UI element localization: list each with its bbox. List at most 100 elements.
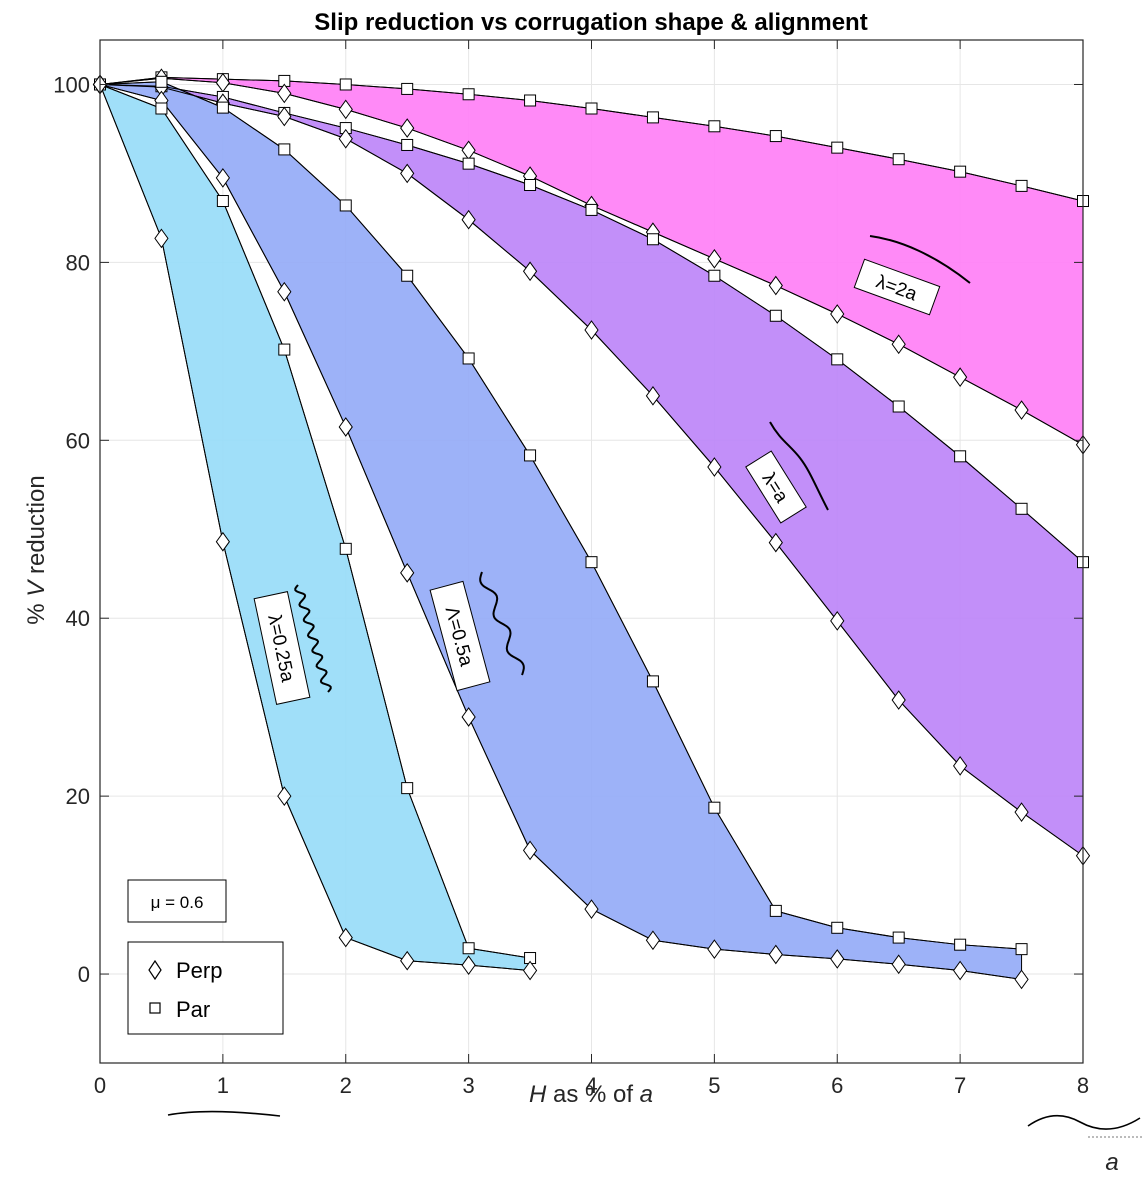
- perp-marker: [645, 930, 661, 951]
- perp-line-3: [99, 84, 531, 971]
- perp-marker: [522, 960, 538, 981]
- wave-icon-0-5a: [479, 571, 525, 676]
- chart-title: Slip reduction vs corrugation shape & al…: [314, 9, 867, 36]
- perp-marker: [830, 611, 845, 631]
- perp-marker: [400, 562, 415, 583]
- perp-marker: [277, 106, 292, 127]
- par-marker: [155, 102, 168, 115]
- x-tick-label: 0: [94, 1073, 106, 1098]
- x-axis-label-symbol: H: [529, 1081, 547, 1108]
- par-marker: [339, 199, 352, 212]
- y-axis-label-symbol: V: [23, 579, 50, 597]
- label-a: λ=a: [745, 421, 829, 524]
- par-marker: [524, 178, 537, 191]
- par-marker: [462, 157, 475, 170]
- perp-marker: [707, 248, 722, 269]
- par-marker: [646, 111, 659, 124]
- par-marker: [646, 233, 659, 246]
- legend-box: [127, 941, 284, 1035]
- corner-symbol: a: [1105, 1149, 1118, 1176]
- wave-icon-2a: [869, 235, 971, 284]
- par-marker: [831, 353, 844, 366]
- par-marker: [585, 203, 598, 216]
- perp-marker: [1014, 969, 1029, 990]
- x-tick-label: 1: [217, 1073, 229, 1098]
- x-axis-label: H as % of a: [529, 1081, 653, 1108]
- y-axis-label-prefix: %: [23, 597, 50, 625]
- label-box-0-25a: [253, 591, 311, 705]
- mu-text: μ = 0.6: [151, 893, 204, 912]
- perp-marker: [768, 532, 783, 553]
- x-tick-label: 8: [1077, 1073, 1089, 1098]
- perp-marker: [891, 334, 906, 355]
- perp-marker: [338, 417, 353, 437]
- par-marker: [339, 78, 352, 91]
- perp-marker: [338, 99, 353, 120]
- par-marker: [278, 143, 291, 156]
- par-marker: [1015, 502, 1028, 515]
- legend-square-icon: [149, 1002, 161, 1014]
- x-tick-label: 4: [585, 1073, 597, 1098]
- perp-marker: [768, 275, 783, 296]
- perp-marker: [953, 960, 968, 981]
- par-marker: [831, 921, 844, 934]
- y-tick-label: 80: [66, 250, 90, 275]
- par-marker: [646, 675, 659, 688]
- perp-marker: [400, 163, 415, 184]
- perp-marker: [522, 261, 538, 282]
- perp-marker: [768, 944, 783, 965]
- y-axis-label-text: reduction: [23, 475, 50, 580]
- perp-marker: [461, 707, 476, 727]
- y-axis-label: % V reduction: [23, 475, 50, 624]
- x-axis-label-unit: a: [640, 1081, 653, 1108]
- perp-marker: [400, 950, 415, 971]
- flat-wave-doodle: [167, 1110, 281, 1117]
- wave-icon-0-25a: [294, 584, 332, 693]
- par-marker: [401, 138, 414, 151]
- x-tick-label: 6: [831, 1073, 843, 1098]
- perp-marker: [1014, 802, 1029, 822]
- perp-marker: [645, 385, 661, 406]
- perp-marker: [707, 939, 722, 959]
- x-tick-label: 2: [340, 1073, 352, 1098]
- perp-marker: [277, 281, 292, 302]
- markers: [92, 68, 1091, 990]
- par-marker: [462, 88, 475, 101]
- par-line-2: [99, 81, 1022, 950]
- wave-icon-a: [769, 421, 829, 511]
- par-marker: [401, 782, 414, 795]
- perp-marker: [522, 840, 538, 861]
- label-box-2a: [853, 258, 941, 316]
- perp-marker: [891, 954, 906, 975]
- label-0-25a: λ=0.25a: [253, 584, 332, 705]
- par-marker: [1015, 943, 1028, 956]
- par-marker: [585, 102, 598, 115]
- par-marker: [892, 400, 905, 413]
- legend: Perp Par: [127, 941, 284, 1035]
- perp-marker: [277, 786, 292, 806]
- perp-marker: [400, 118, 415, 138]
- perp-marker: [338, 927, 353, 948]
- par-marker: [216, 101, 229, 114]
- y-tick-label: 20: [66, 784, 90, 809]
- wave-doodle: [1027, 1114, 1141, 1130]
- par-marker: [1015, 179, 1028, 192]
- par-marker: [708, 120, 721, 133]
- par-marker: [769, 130, 782, 143]
- par-marker: [278, 343, 291, 356]
- perp-marker: [154, 228, 169, 249]
- perp-marker: [830, 304, 845, 324]
- par-marker: [769, 904, 782, 917]
- y-tick-label: 0: [78, 962, 90, 987]
- perp-marker: [1014, 400, 1029, 420]
- x-tick-label: 3: [463, 1073, 475, 1098]
- x-tick-label: 5: [708, 1073, 720, 1098]
- par-marker: [216, 195, 229, 208]
- par-marker: [954, 450, 967, 463]
- y-tick-label: 100: [53, 72, 90, 97]
- mu-annotation: μ = 0.6: [127, 879, 227, 923]
- par-marker: [155, 75, 168, 88]
- perp-marker: [953, 367, 968, 387]
- par-marker: [892, 153, 905, 166]
